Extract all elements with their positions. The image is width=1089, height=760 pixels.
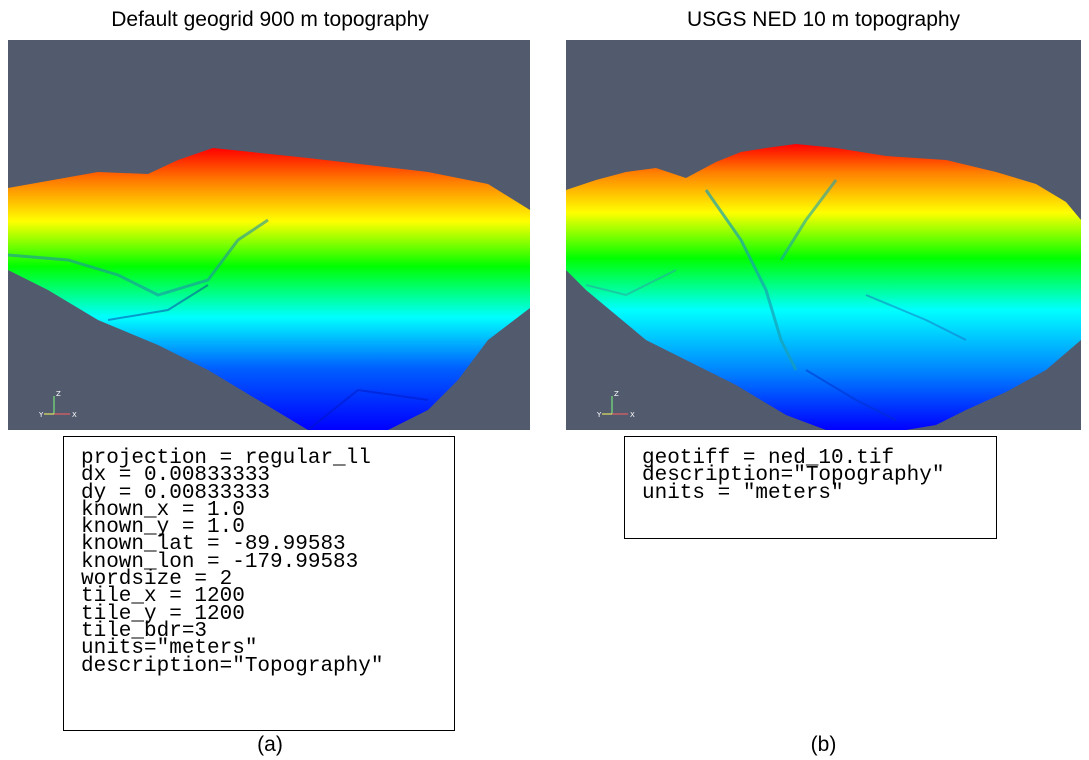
panel-b-topography-render: Z Y X <box>566 40 1081 430</box>
panel-b-settings-list: geotiff = ned_10.tif description="Topogr… <box>642 447 945 505</box>
settings-line: wordsize = 2 <box>81 568 233 592</box>
topography-surface-a <box>8 40 530 430</box>
settings-line: dy = 0.00833333 <box>81 481 271 505</box>
panel-b-caption: (b) <box>810 733 837 756</box>
settings-line: tile_y = 1200 <box>81 602 245 626</box>
panel-a-settings-list: projection = regular_ll dx = 0.00833333 … <box>81 447 384 678</box>
panel-a-topography-render: Z Y X <box>8 40 530 430</box>
settings-line: known_x = 1.0 <box>81 498 245 522</box>
axis-label-y: Y <box>597 411 602 419</box>
settings-line: tile_bdr=3 <box>81 619 208 643</box>
settings-line: description="Topography" <box>642 464 945 488</box>
topography-surface-b <box>566 40 1081 430</box>
axis-label-x: X <box>72 411 77 419</box>
axis-label-z: Z <box>614 390 619 398</box>
panel-a-title: Default geogrid 900 m topography <box>111 8 429 31</box>
axis-triad-a: Z Y X <box>34 384 80 422</box>
settings-line: projection = regular_ll <box>81 447 371 470</box>
panel-a-caption: (a) <box>257 733 283 756</box>
settings-line: dx = 0.00833333 <box>81 464 271 488</box>
panel-b-settings-box: geotiff = ned_10.tif description="Topogr… <box>624 436 997 539</box>
panel-a-settings-box: projection = regular_ll dx = 0.00833333 … <box>63 436 455 731</box>
settings-line: geotiff = ned_10.tif <box>642 447 895 470</box>
settings-line: units="meters" <box>81 637 258 661</box>
axis-triad-b: Z Y X <box>592 384 638 422</box>
axis-label-y: Y <box>39 411 44 419</box>
axis-label-x: X <box>630 411 635 419</box>
settings-line: known_lon = -179.99583 <box>81 550 359 574</box>
settings-line: known_lat = -89.99583 <box>81 533 346 557</box>
settings-line: known_y = 1.0 <box>81 516 245 540</box>
axis-label-z: Z <box>56 390 61 398</box>
panel-b-title: USGS NED 10 m topography <box>686 8 961 31</box>
settings-line: tile_x = 1200 <box>81 585 245 609</box>
settings-line: description="Topography" <box>81 654 384 678</box>
settings-line: units = "meters" <box>642 481 844 505</box>
